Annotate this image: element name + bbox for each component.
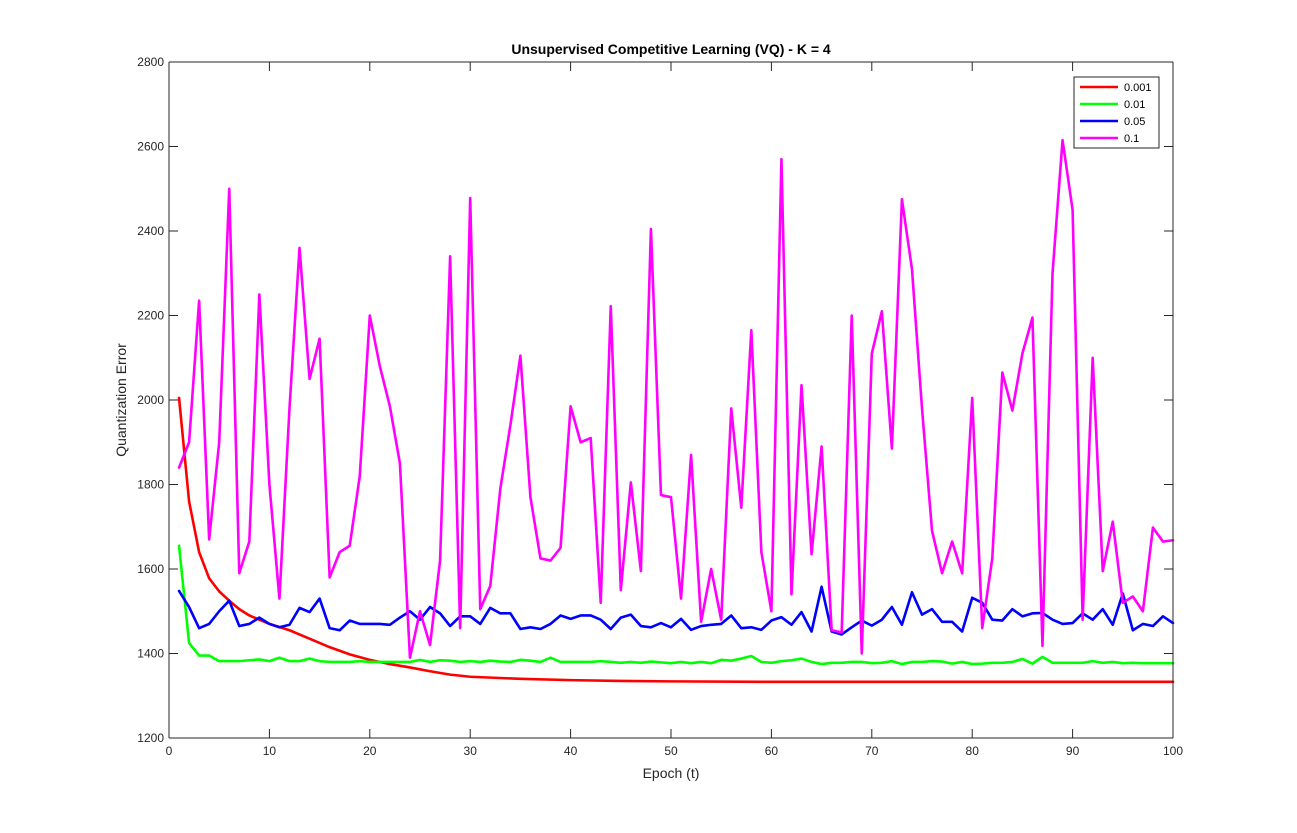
series-layer	[177, 138, 1175, 684]
series-line-0	[177, 396, 1175, 684]
y-tick-label: 2600	[137, 140, 164, 154]
x-tick-label: 70	[865, 744, 879, 758]
chart-title: Unsupervised Competitive Learning (VQ) -…	[511, 41, 831, 57]
y-tick-label: 1800	[137, 478, 164, 492]
legend: 0.001 0.01 0.05 0.1	[1073, 76, 1160, 149]
x-tick-label: 80	[966, 744, 980, 758]
y-tick-label: 1400	[137, 647, 164, 661]
x-tick-label: 0	[166, 744, 173, 758]
x-tick-label: 100	[1163, 744, 1183, 758]
plot-area	[169, 62, 1173, 738]
x-axis-label: Epoch (t)	[643, 765, 700, 781]
legend-box	[1073, 76, 1160, 149]
x-tick-label: 10	[263, 744, 277, 758]
y-tick-label: 2800	[137, 55, 164, 69]
y-axis-label: Quantization Error	[113, 343, 129, 457]
y-tick-label: 2400	[137, 224, 164, 238]
y-tick-label: 2200	[137, 309, 164, 323]
x-tick-label: 20	[363, 744, 377, 758]
series-line-1	[177, 544, 1175, 666]
legend-label: 0.001	[1124, 82, 1152, 94]
y-tick-label: 1600	[137, 562, 164, 576]
y-tick-label: 2000	[137, 393, 164, 407]
x-tick-label: 60	[765, 744, 779, 758]
series-line-2	[177, 585, 1175, 636]
legend-label: 0.05	[1124, 116, 1145, 128]
x-tick-label: 90	[1066, 744, 1080, 758]
series-line-3	[177, 138, 1175, 660]
x-tick-label: 40	[564, 744, 578, 758]
axes-layer: 0 10 20 30 40 50 60 70 80 90 100 1200 1400 1600 1800 20…	[137, 55, 1183, 758]
legend-label: 0.1	[1124, 133, 1139, 145]
x-tick-label: 50	[664, 744, 678, 758]
legend-label: 0.01	[1124, 99, 1145, 111]
x-tick-label: 30	[464, 744, 478, 758]
y-tick-label: 1200	[137, 731, 164, 745]
